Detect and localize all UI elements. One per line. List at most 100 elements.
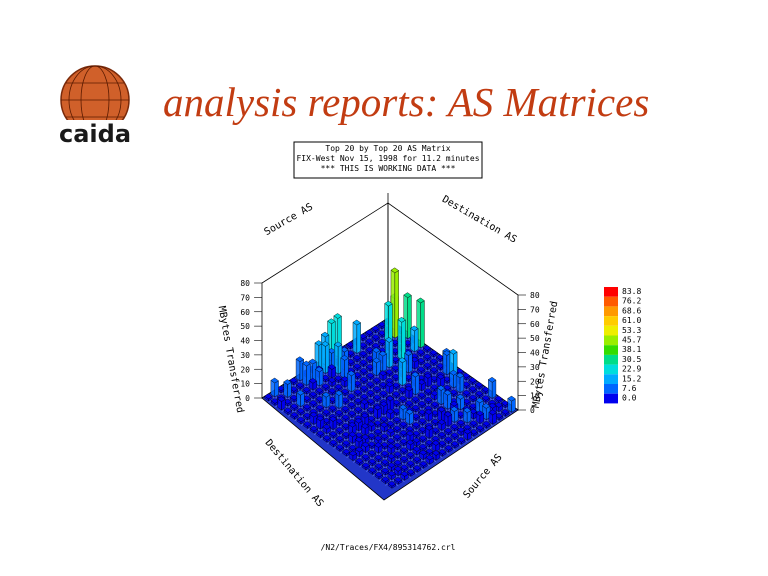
bar-top <box>423 388 433 394</box>
legend-swatch <box>604 316 618 326</box>
bar-top <box>398 395 407 402</box>
bar-top <box>391 365 400 371</box>
bar-top <box>366 372 375 379</box>
bar-top <box>418 409 427 415</box>
bar-top <box>380 441 389 448</box>
bar-top <box>462 389 471 396</box>
bar-top <box>463 428 472 435</box>
bar-top <box>443 411 453 417</box>
bar-top <box>315 404 324 411</box>
bar-face <box>410 327 415 353</box>
bar-top <box>308 377 318 384</box>
bar-top <box>444 444 453 451</box>
bar-top <box>449 348 458 355</box>
bar-face <box>420 300 425 349</box>
bar-face <box>274 380 279 398</box>
axis-label: Source AS <box>461 452 504 501</box>
bar-top <box>295 356 305 363</box>
bar-top <box>405 408 414 415</box>
bar-top <box>289 377 298 384</box>
bar-top <box>348 431 357 438</box>
bar-face <box>302 362 307 386</box>
bar-face <box>388 339 394 369</box>
bar-face <box>414 328 419 353</box>
bar-top <box>424 396 433 403</box>
z-tick-label: 60 <box>240 308 250 317</box>
bar-top <box>450 406 459 412</box>
bar-face <box>491 379 497 399</box>
bar-top <box>380 450 389 457</box>
bar-top <box>315 366 324 373</box>
bar-top <box>347 410 357 416</box>
bar-top <box>340 388 350 395</box>
bar-top <box>373 404 382 411</box>
bar-top <box>340 355 349 361</box>
bar-top <box>456 419 465 426</box>
bar-top <box>367 421 376 427</box>
bar-top <box>355 446 364 453</box>
bar-top <box>361 441 370 448</box>
z-tick-label: 40 <box>240 337 250 346</box>
bar-top <box>296 389 305 396</box>
legend-label: 53.3 <box>622 326 641 335</box>
bar-top <box>411 421 421 428</box>
bar-top <box>341 414 350 420</box>
bar-top <box>475 410 485 417</box>
bar-face <box>351 373 356 393</box>
bar-top <box>399 421 408 427</box>
bar-top <box>347 401 356 408</box>
z-tick-label: 70 <box>240 293 250 302</box>
bar-top <box>431 418 440 425</box>
bar-top <box>333 341 343 348</box>
bar-top <box>461 372 471 379</box>
bar-top <box>418 417 427 424</box>
z-tick-label: 80 <box>240 279 250 288</box>
bar-top <box>381 476 390 482</box>
bar-face <box>455 374 461 394</box>
bar-top <box>328 387 337 394</box>
bar-top <box>360 399 369 405</box>
bar-top <box>429 349 438 356</box>
legend-swatch <box>604 296 618 307</box>
bar-top <box>366 381 375 387</box>
bar-top <box>424 409 433 415</box>
bar-top <box>418 435 427 441</box>
legend-swatch <box>604 325 618 336</box>
bar-top <box>368 467 377 473</box>
bar-top <box>290 403 299 409</box>
bar-top <box>392 416 401 423</box>
bar-top <box>361 462 371 469</box>
bar-top <box>405 430 415 437</box>
bar-top <box>333 313 342 319</box>
z-tick-label: 70 <box>530 305 540 314</box>
bar-top <box>321 391 331 398</box>
bar-top <box>449 369 458 376</box>
bar-face <box>356 322 361 354</box>
bar-top <box>374 471 384 478</box>
plot-title: *** THIS IS WORKING DATA *** <box>321 164 456 173</box>
bar-top <box>417 366 426 372</box>
bar-top <box>374 454 383 461</box>
bar-top <box>372 357 381 364</box>
bar-top <box>444 436 453 442</box>
bar-top <box>423 353 432 360</box>
bar-top <box>334 409 344 416</box>
bar-top <box>412 446 421 452</box>
bar-top <box>373 420 382 426</box>
bar-top <box>380 459 390 465</box>
bar-top <box>411 371 420 378</box>
bar-top <box>437 406 446 413</box>
legend-swatch <box>604 354 618 365</box>
bar-top <box>322 409 331 415</box>
bar-top <box>424 424 434 431</box>
z-tick-label: 50 <box>530 334 540 343</box>
bar-top <box>488 402 497 409</box>
bar-top <box>379 381 388 388</box>
legend-swatch <box>604 384 618 394</box>
bar-face <box>415 374 420 396</box>
bar-top <box>475 397 484 404</box>
bar-top <box>507 395 516 402</box>
bar-top <box>352 319 361 326</box>
bar-top <box>387 453 396 460</box>
bar-top <box>365 329 374 336</box>
